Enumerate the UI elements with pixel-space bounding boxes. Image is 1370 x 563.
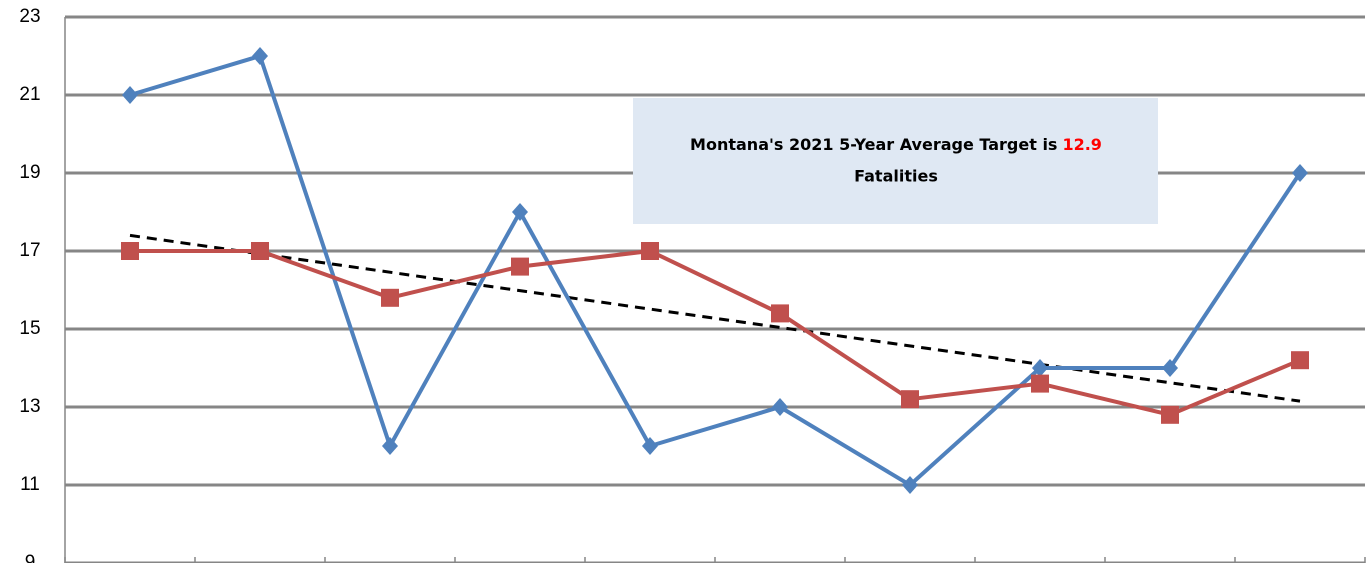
annotation-text: Montana's 2021 5-Year Average Target is 1…	[690, 135, 1102, 154]
y-tick-label: 19	[19, 162, 40, 183]
annotation-label: Montana's 2021 5-Year Average Target is	[690, 135, 1057, 154]
annotation-suffix: Fatalities	[854, 167, 938, 186]
y-tick-label: 9	[25, 552, 36, 563]
trendline	[129, 233, 1301, 403]
marker	[901, 390, 919, 409]
marker	[1291, 351, 1309, 370]
marker	[382, 437, 398, 455]
marker	[1031, 374, 1049, 393]
series-line	[130, 249, 1301, 417]
marker	[1032, 359, 1048, 377]
marker	[771, 304, 789, 323]
y-tick-label: 17	[19, 240, 40, 261]
marker	[252, 47, 268, 65]
marker	[381, 288, 399, 307]
marker	[1162, 359, 1178, 377]
y-tick-label: 23	[19, 6, 40, 27]
marker	[251, 242, 269, 260]
y-tick-label: 11	[20, 474, 40, 495]
marker	[512, 203, 528, 221]
marker	[122, 86, 138, 104]
marker	[511, 257, 529, 276]
marker	[642, 437, 658, 455]
marker	[1292, 164, 1308, 182]
marker	[641, 242, 659, 260]
marker	[1161, 405, 1179, 424]
y-tick-label: 15	[19, 318, 40, 339]
annotation-box	[633, 98, 1158, 224]
marker	[121, 242, 139, 260]
annotation-value: 12.9	[1062, 135, 1101, 154]
series-line	[129, 54, 1302, 487]
y-tick-label: 21	[19, 84, 40, 105]
y-tick-label: 13	[19, 396, 40, 417]
marker	[902, 476, 918, 494]
marker	[772, 398, 788, 416]
